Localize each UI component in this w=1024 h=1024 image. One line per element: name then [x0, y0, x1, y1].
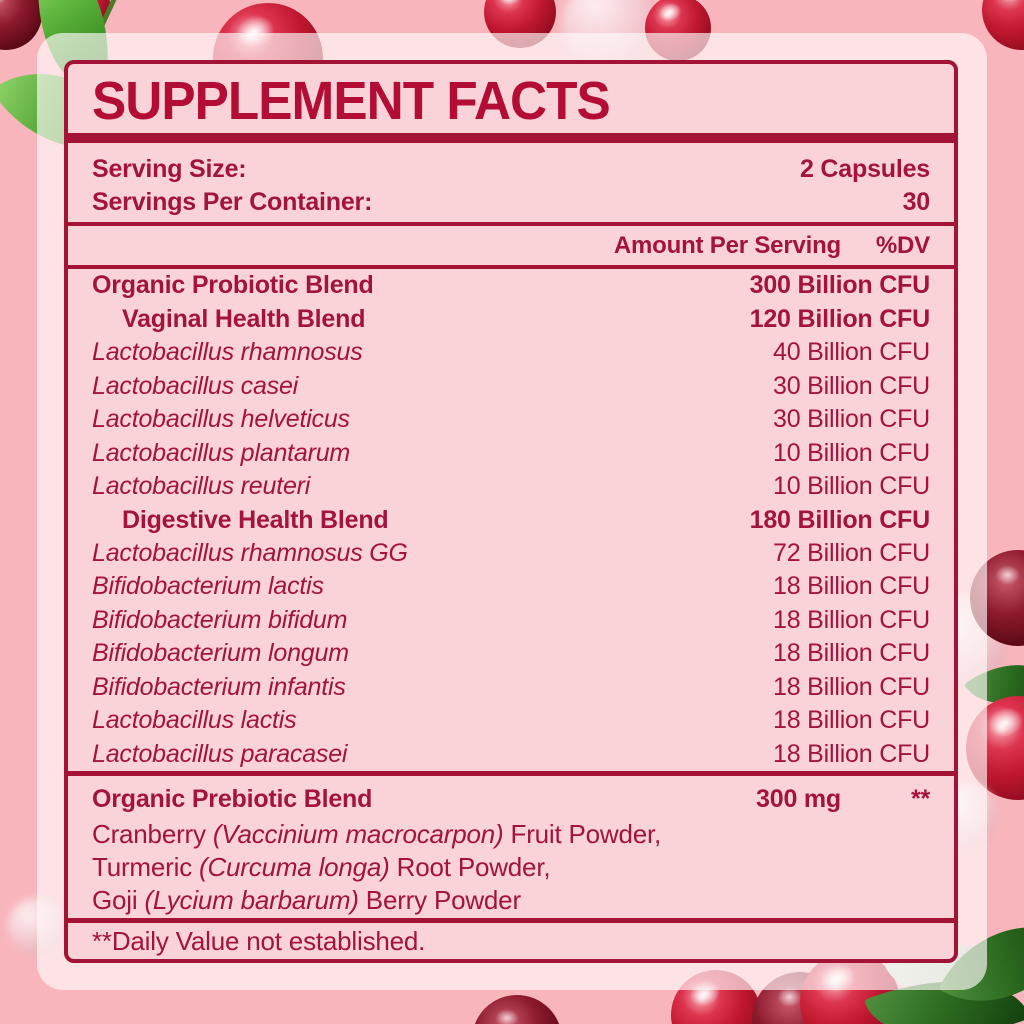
prebiotic-ingredients: Cranberry (Vaccinium macrocarpon) Fruit …: [92, 818, 930, 917]
section-divider: [68, 918, 954, 923]
ingredient-row: Lactobacillus reuteri 10 Billion CFU: [92, 470, 930, 503]
ingredient-name: Lactobacillus casei: [92, 371, 299, 400]
ingredient-row: Lactobacillus rhamnosus GG 72 Billion CFU: [92, 537, 930, 570]
ingredient-amount: 10 Billion CFU: [773, 472, 930, 501]
column-header-row: Amount Per Serving %DV: [68, 226, 954, 265]
panel-header: SUPPLEMENT FACTS: [68, 64, 954, 133]
ingredient-amount: 10 Billion CFU: [773, 438, 930, 467]
ingredient-name: Lactobacillus rhamnosus GG: [92, 538, 408, 567]
ingredient-row: Bifidobacterium bifidum 18 Billion CFU: [92, 604, 930, 637]
ingredient-name: Lactobacillus helveticus: [92, 405, 350, 434]
text-segment: Root Powder,: [389, 852, 551, 882]
prebiotic-row: Organic Prebiotic Blend 300 mg **: [92, 781, 930, 818]
ingredient-row: Vaginal Health Blend 120 Billion CFU: [92, 302, 930, 335]
ingredient-name: Lactobacillus paracasei: [92, 739, 348, 768]
dv-header: %DV: [875, 231, 930, 259]
serving-size-row: Serving Size: 2 Capsules: [92, 153, 930, 186]
ingredient-name: Lactobacillus reuteri: [92, 472, 311, 501]
footnote-section: **Daily Value not established.: [68, 923, 954, 959]
ingredient-row: Digestive Health Blend 180 Billion CFU: [92, 503, 930, 536]
ingredient-row: Bifidobacterium lactis 18 Billion CFU: [92, 570, 930, 603]
ingredient-amount: 18 Billion CFU: [773, 605, 930, 634]
ingredient-amount: 18 Billion CFU: [773, 572, 930, 601]
text-segment: (Vaccinium macrocarpon): [212, 819, 504, 849]
ingredient-name: Vaginal Health Blend: [122, 304, 366, 333]
ingredient-amount: 120 Billion CFU: [749, 304, 931, 333]
text-segment: Cranberry: [92, 819, 213, 849]
prebiotic-name: Organic Prebiotic Blend: [92, 785, 373, 813]
cranberry-image: [0, 0, 42, 50]
ingredient-row: Lactobacillus helveticus 30 Billion CFU: [92, 403, 930, 436]
ingredient-amount: 18 Billion CFU: [773, 706, 930, 735]
ingredient-name: Bifidobacterium bifidum: [92, 605, 348, 634]
prebiotic-dv: **: [910, 785, 930, 813]
panel-title: SUPPLEMENT FACTS: [92, 70, 611, 131]
ingredient-amount: 72 Billion CFU: [773, 538, 930, 567]
serving-size-value: 2 Capsules: [799, 155, 930, 183]
cranberry-image: [472, 995, 562, 1024]
ingredient-row: Lactobacillus paracasei 18 Billion CFU: [92, 738, 930, 771]
ingredient-name: Bifidobacterium lactis: [92, 572, 324, 601]
ingredient-name: Lactobacillus lactis: [92, 706, 297, 735]
ingredient-amount: 30 Billion CFU: [773, 405, 930, 434]
ingredient-amount: 18 Billion CFU: [773, 639, 930, 668]
text-segment: (Lycium barbarum): [144, 885, 359, 915]
ingredient-amount: 18 Billion CFU: [773, 672, 930, 701]
footnote-text: **Daily Value not established.: [92, 925, 426, 956]
ingredient-name: Organic Probiotic Blend: [92, 271, 374, 300]
ingredient-amount: 300 Billion CFU: [749, 271, 931, 300]
prebiotic-ingredient-line: Cranberry (Vaccinium macrocarpon) Fruit …: [92, 818, 930, 851]
serving-section: Serving Size: 2 Capsules Servings Per Co…: [68, 143, 954, 222]
ingredient-name: Bifidobacterium infantis: [92, 672, 346, 701]
ingredient-row: Organic Probiotic Blend 300 Billion CFU: [92, 269, 930, 302]
ingredient-row: Lactobacillus lactis 18 Billion CFU: [92, 704, 930, 737]
ingredient-row: Lactobacillus casei 30 Billion CFU: [92, 369, 930, 402]
supplement-facts-panel: SUPPLEMENT FACTS Serving Size: 2 Capsule…: [64, 60, 958, 963]
text-segment: (Curcuma longa): [199, 852, 390, 882]
ingredient-row: Bifidobacterium infantis 18 Billion CFU: [92, 671, 930, 704]
section-divider: [68, 771, 954, 776]
servings-per-container-label: Servings Per Container:: [92, 188, 373, 216]
ingredient-name: Lactobacillus rhamnosus: [92, 338, 363, 367]
ingredient-row: Lactobacillus plantarum 10 Billion CFU: [92, 436, 930, 469]
text-segment: Goji: [92, 885, 145, 915]
section-divider: [68, 265, 954, 269]
servings-per-container-value: 30: [902, 188, 931, 216]
prebiotic-ingredient-line: Goji (Lycium barbarum) Berry Powder: [92, 884, 930, 917]
header-divider: [68, 133, 954, 143]
text-segment: Berry Powder: [358, 885, 521, 915]
text-segment: Turmeric: [92, 852, 200, 882]
ingredient-row: Bifidobacterium longum 18 Billion CFU: [92, 637, 930, 670]
prebiotic-ingredient-line: Turmeric (Curcuma longa) Root Powder,: [92, 851, 930, 884]
ingredient-amount: 18 Billion CFU: [773, 739, 930, 768]
cranberry-image: [982, 0, 1024, 50]
ingredient-row: Lactobacillus rhamnosus 40 Billion CFU: [92, 336, 930, 369]
servings-per-container-row: Servings Per Container: 30: [92, 186, 930, 219]
ingredient-name: Lactobacillus plantarum: [92, 438, 351, 467]
prebiotic-section: Organic Prebiotic Blend 300 mg ** Cranbe…: [68, 776, 954, 918]
ingredient-name: Digestive Health Blend: [122, 505, 389, 534]
ingredient-amount: 40 Billion CFU: [773, 338, 930, 367]
probiotic-rows: Organic Probiotic Blend 300 Billion CFU Va…: [68, 269, 954, 771]
prebiotic-amount: 300 mg: [756, 785, 841, 813]
section-divider: [68, 222, 954, 226]
text-segment: Fruit Powder,: [503, 819, 662, 849]
ingredient-amount: 180 Billion CFU: [749, 505, 931, 534]
amount-per-serving-header: Amount Per Serving: [613, 231, 841, 259]
ingredient-amount: 30 Billion CFU: [773, 371, 930, 400]
serving-size-label: Serving Size:: [92, 155, 247, 183]
ingredient-name: Bifidobacterium longum: [92, 639, 349, 668]
